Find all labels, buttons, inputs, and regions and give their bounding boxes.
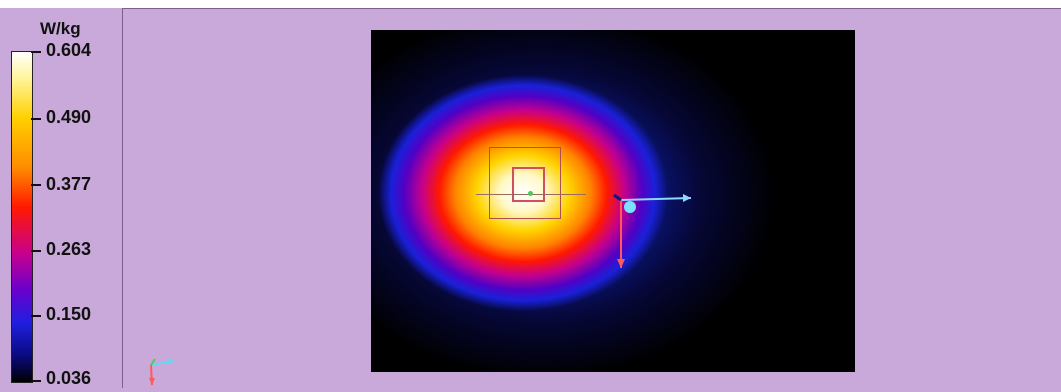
sar-distribution-plane[interactable]	[371, 30, 855, 372]
legend-tick-4	[31, 315, 41, 317]
orientation-axes-icon	[145, 354, 185, 392]
legend-tick-3	[31, 250, 41, 252]
legend-tick-label-1: 0.490	[46, 107, 92, 127]
legend-tick-5	[31, 380, 41, 382]
legend-tick-0	[31, 51, 41, 53]
legend-tick-2	[31, 184, 41, 186]
source-axes-icon	[613, 193, 692, 268]
legend-tick-label-4: 0.150	[46, 304, 92, 324]
legend-tick-label-3: 0.263	[46, 239, 92, 259]
legend-tick-1	[31, 118, 41, 120]
color-scale-bar	[11, 51, 33, 383]
legend-unit-label: W/kg	[40, 19, 81, 38]
window-title-bar	[0, 0, 1061, 8]
legend-panel: W/kg 0.604 0.490 0.377 0.263 0.150 0.036	[0, 8, 122, 387]
peak-marker	[528, 191, 533, 196]
measurement-cube-outer	[489, 147, 561, 219]
legend-tick-label-0: 0.604	[46, 40, 92, 60]
measurement-cube-inner	[512, 167, 545, 202]
legend-tick-label-2: 0.377	[46, 174, 92, 194]
legend-tick-label-5: 0.036	[46, 368, 92, 388]
